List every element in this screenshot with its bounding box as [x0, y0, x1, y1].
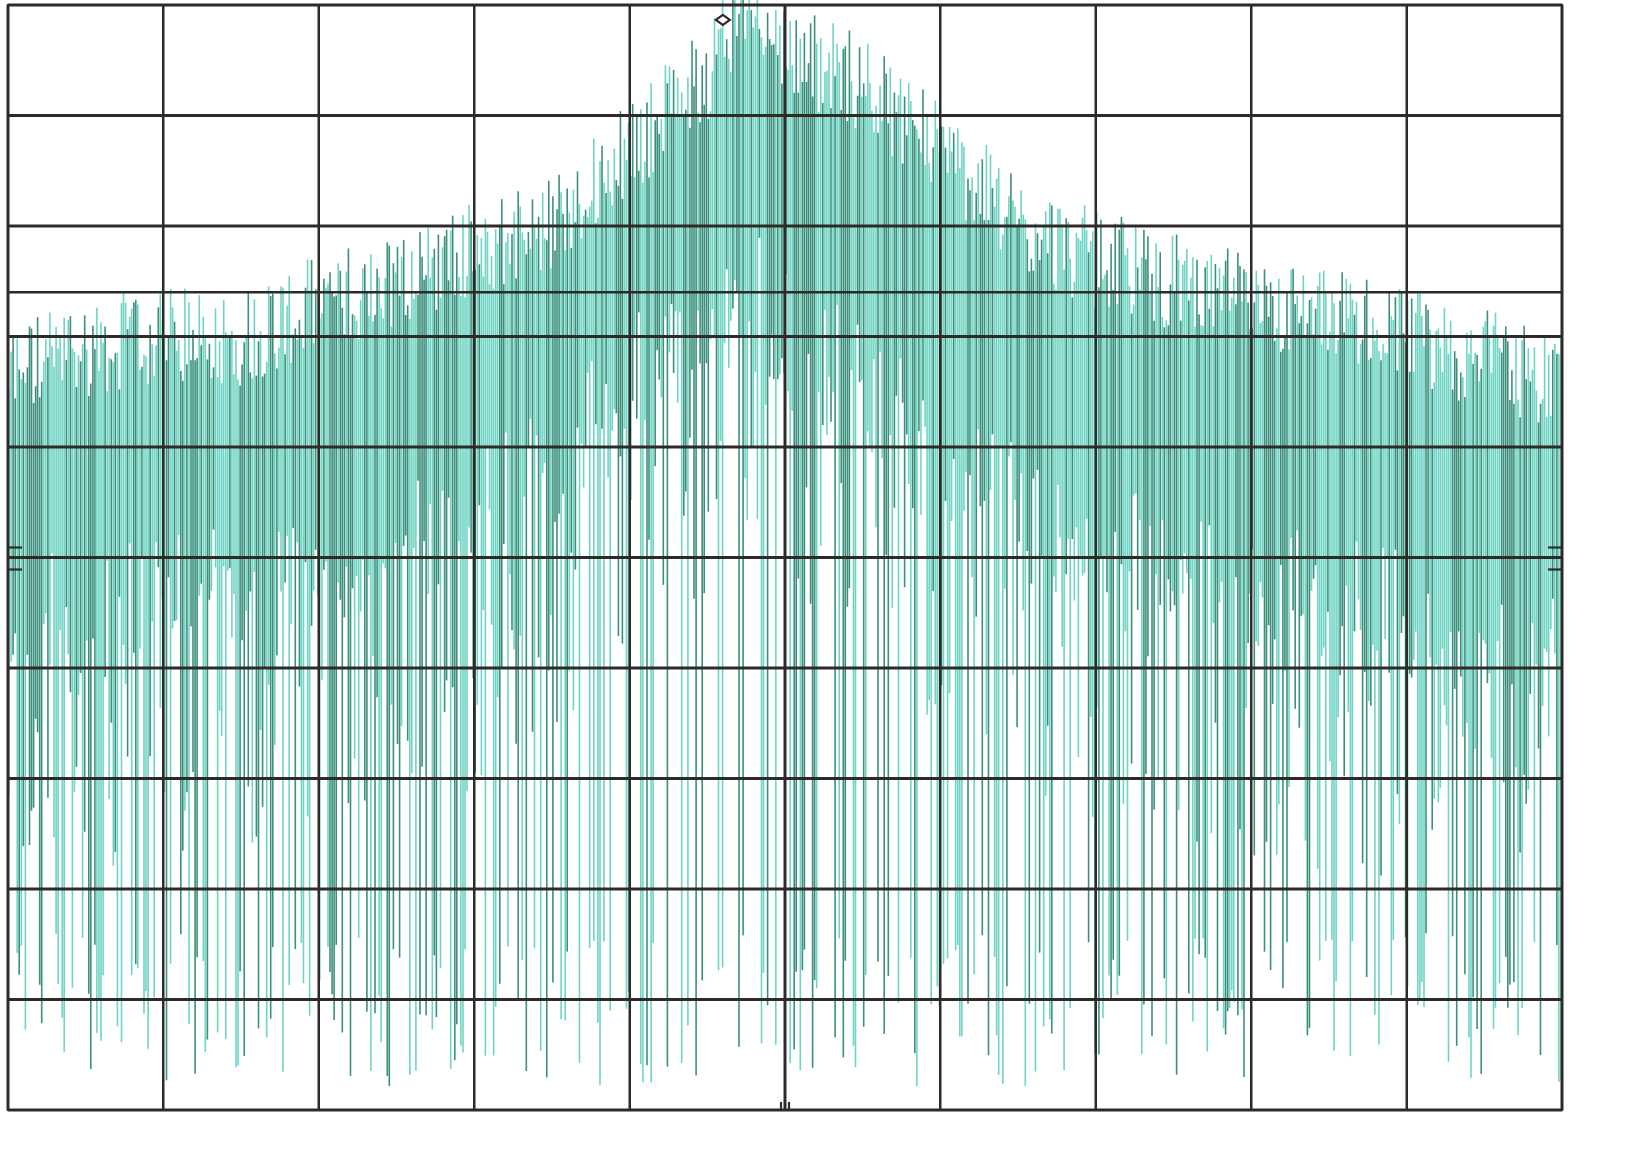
plot-grid	[6, 3, 1564, 1112]
spectrum-trace	[8, 0, 1562, 1087]
peak-marker-layer	[713, 13, 732, 27]
plot-frame	[6, 3, 1564, 1112]
peak-marker-icon	[713, 13, 732, 27]
